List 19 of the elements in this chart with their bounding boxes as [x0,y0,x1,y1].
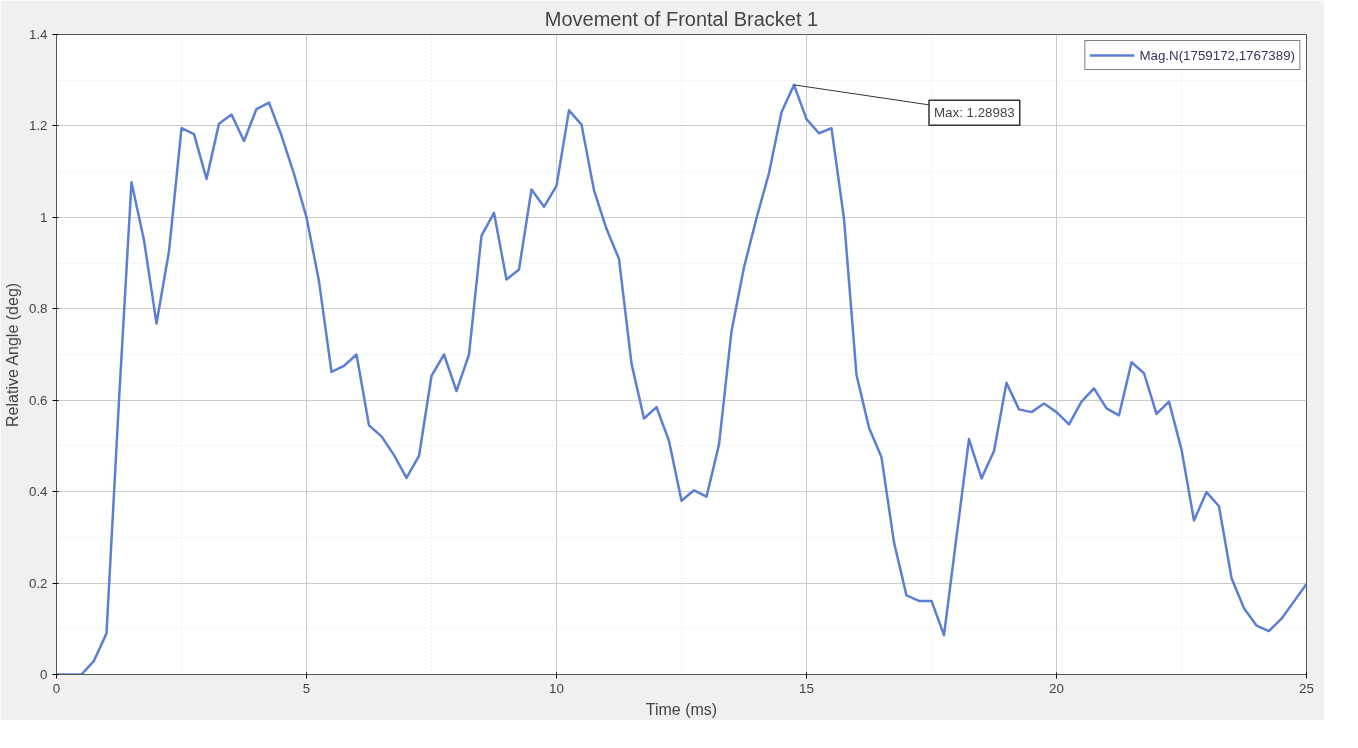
x-tick-label: 20 [1049,680,1064,696]
annotation: Max: 1.28983 [934,105,1015,121]
y-tick-label: 1.2 [28,118,48,134]
y-tick-label: 0 [40,667,48,682]
x-tick-label: 5 [302,680,311,696]
x-tick-label: 10 [549,680,564,696]
y-tick-label: 0.2 [28,575,48,591]
y-tick-label: 1 [40,209,48,225]
x-axis-title: Time (ms) [645,700,718,718]
y-tick-label: 0.6 [28,392,48,408]
x-tick-label: 15 [799,680,814,696]
y-tick-label: 1.4 [28,27,49,42]
x-tick-label: 0 [52,680,61,696]
y-tick-label: 0.8 [28,301,48,317]
legend-label: Mag.N(1759172,1767389) [1139,47,1295,63]
y-axis-title: Relative Angle (deg) [3,282,21,427]
chart-title: Movement of Frontal Bracket 1 [544,7,819,30]
x-tick-label: 25 [1299,680,1314,696]
y-tick-label: 0.4 [28,484,49,500]
